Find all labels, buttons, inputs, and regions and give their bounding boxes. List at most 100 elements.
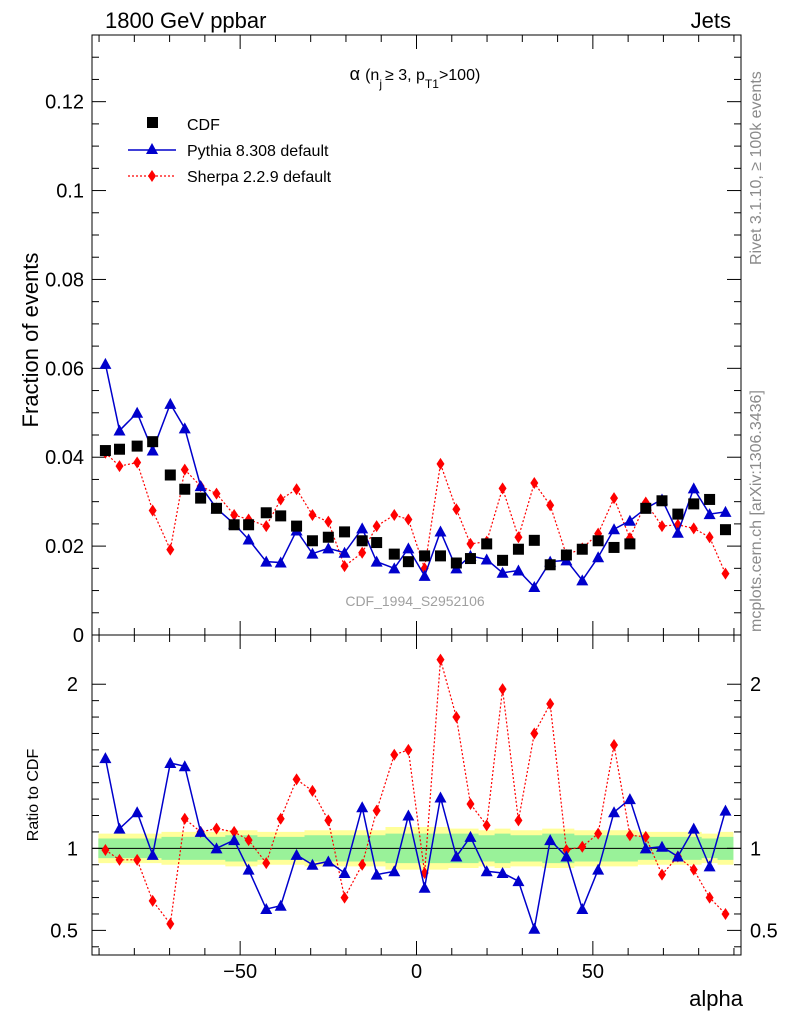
ratio-point-pythia [338,866,351,878]
ratio-point-sherpa [358,858,367,871]
main-point-cdf [656,495,668,507]
main-point-pythia [623,514,636,526]
main-point-cdf [624,538,636,550]
ratio-point-sherpa [466,798,475,811]
main-point-sherpa [546,499,555,512]
ratio-point-pythia [464,830,477,842]
ratio-line-pythia [104,757,727,929]
main-point-cdf [497,554,509,566]
ratio-ylabel: Ratio to CDF [25,749,42,842]
ratio-point-sherpa [262,857,271,870]
main-point-pythia [687,482,700,494]
main-point-sherpa [390,509,399,521]
main-y-tick-label: 0.04 [45,447,84,469]
main-point-cdf [388,548,400,560]
main-point-sherpa [180,463,189,476]
main-point-pythia [402,542,415,554]
jets-header: Jets [691,8,731,33]
ratio-point-pythia [560,850,573,862]
ratio-point-sherpa [610,738,619,751]
ratio-frame [91,634,742,956]
ratio-y-tick-label: 0.5 [50,920,78,942]
main-point-sherpa [148,504,157,517]
main-y-tick-label: 0 [73,625,84,647]
ratio-point-pythia [450,850,463,862]
main-point-sherpa [308,509,317,521]
ratio-point-sherpa [514,814,523,827]
main-y-tick-label: 0.02 [45,536,84,558]
main-point-pythia [322,542,335,554]
main-point-cdf [434,550,446,562]
ratio-point-sherpa [578,840,587,853]
ratio-point-pythia [228,834,241,846]
ratio-point-sherpa [546,697,555,710]
main-point-cdf [704,493,716,505]
main-point-pythia [194,480,207,492]
main-point-cdf [339,526,351,538]
main-point-sherpa [166,543,175,556]
x-axis-label: alpha [689,986,744,1011]
ratio-point-pythia [290,848,303,860]
ratio-point-sherpa [436,653,445,666]
ratio-point-sherpa [721,907,730,920]
main-ylabel: Fraction of events [18,253,43,428]
main-point-cdf [179,483,191,495]
ratio-point-sherpa [498,683,507,696]
main-point-pythia [719,505,732,517]
main-point-cdf [164,469,176,481]
main-point-sherpa [115,460,124,473]
main-point-cdf [544,559,556,571]
main-point-pythia [146,444,159,456]
main-point-cdf [371,537,383,549]
x-tick-label: 0 [411,961,422,983]
ratio-point-sherpa [452,711,461,724]
title-sub-t1: T1 [425,77,439,91]
ratio-point-pythia [719,804,732,816]
main-y-tick-label: 0.06 [45,358,84,380]
ratio-point-sherpa [166,917,175,930]
main-point-sherpa [324,515,333,528]
ratio-point-sherpa [148,894,157,907]
ratio-y-tick-label: 2 [67,674,78,696]
ratio-point-pythia [131,806,144,818]
legend-label-cdf: CDF [187,117,220,134]
main-point-sherpa [212,487,221,500]
ratio-point-pythia [402,809,415,821]
rivet-label: Rivet 3.1.10, ≥ 100k events [748,71,765,265]
main-point-cdf [114,443,126,455]
ratio-point-pythia [703,860,716,872]
legend-marker-pythia [146,143,158,154]
main-point-pythia [512,564,525,576]
ratio-point-pythia [356,801,369,813]
ratio-point-sherpa [115,853,124,866]
main-point-sherpa [230,509,239,521]
ratio-point-sherpa [657,868,666,881]
legend-marker-cdf [147,117,158,128]
ratio-point-pythia [639,842,652,854]
ratio-point-sherpa [180,812,189,825]
main-point-sherpa [689,522,698,535]
legend: CDF Pythia 8.308 default Sherpa 2.2.9 de… [128,117,332,186]
ratio-point-pythia [370,868,383,880]
ratio-point-sherpa [689,863,698,876]
ratio-point-pythia [242,863,255,875]
main-point-cdf [481,538,493,550]
ratio-point-pythia [260,903,273,915]
ratio-point-pythia [113,822,126,834]
ratio-point-pythia [592,863,605,875]
title-alpha: α [350,64,360,84]
main-point-cdf [131,440,143,452]
ratio-point-pythia [480,865,493,877]
main-point-cdf [672,508,684,520]
ratio-point-pythia [623,793,636,805]
main-point-pythia [274,556,287,568]
plot-title: α (nj ≥ 3, pT1>100) [350,64,481,91]
mcplots-label: mcplots.cern.ch [arXiv:1306.3436] [748,390,765,632]
ratio-y-tick-label-right: 0.5 [750,920,778,942]
main-point-cdf [576,543,588,555]
main-point-sherpa [133,456,142,469]
x-tick-label: −50 [223,961,257,983]
main-point-pythia [99,357,112,369]
main-point-cdf [306,535,318,547]
